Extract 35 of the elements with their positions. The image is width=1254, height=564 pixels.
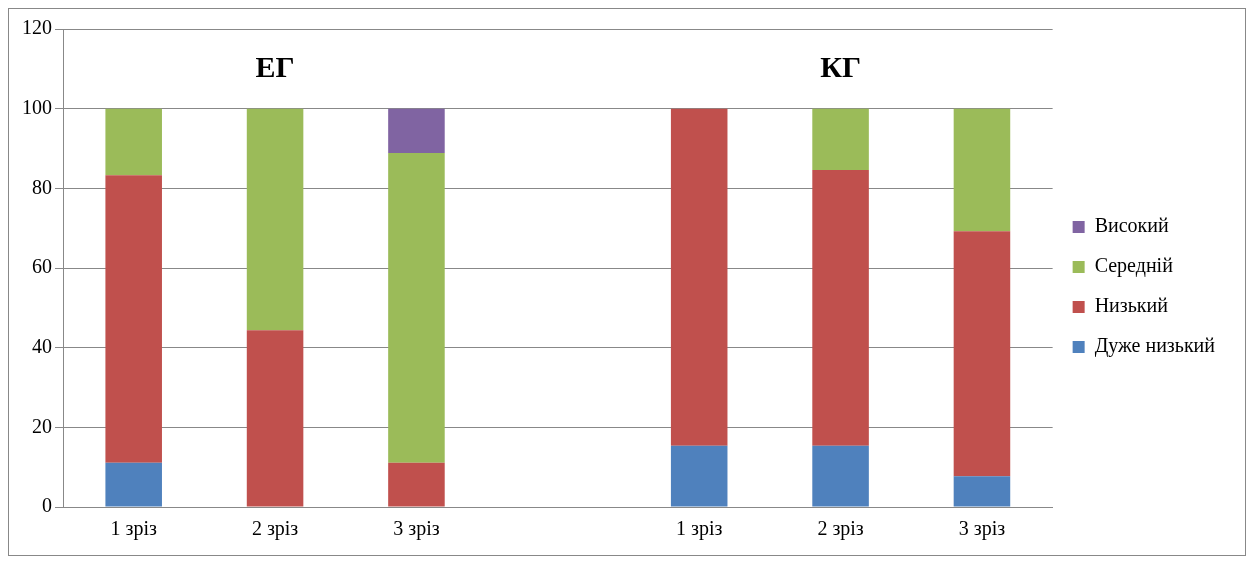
y-tick-label: 40 (32, 334, 52, 357)
x-tick-label: 2 зріз (817, 517, 864, 541)
bar (812, 108, 869, 171)
legend-label: Дуже низький (1094, 334, 1216, 358)
bar (388, 108, 445, 153)
legend-label: Середній (1094, 254, 1174, 278)
bar (670, 445, 728, 507)
y-tick-label: 60 (32, 255, 52, 278)
annotation: ЕГ (255, 49, 295, 83)
bar (953, 108, 1011, 232)
bar (670, 108, 728, 446)
x-tick-label: 3 зріз (393, 517, 440, 541)
bar (388, 462, 445, 507)
bar (812, 445, 869, 507)
bar (246, 330, 304, 507)
y-tick-label: 20 (32, 414, 52, 437)
bar (246, 108, 304, 331)
y-tick-label: 120 (22, 16, 52, 39)
bar (953, 231, 1011, 477)
x-tick-label: 1 зріз (676, 517, 723, 541)
legend-label: Низький (1094, 294, 1169, 317)
bar (105, 462, 162, 507)
legend-label: Високий (1094, 214, 1169, 237)
x-tick-label: 1 зріз (110, 517, 157, 541)
y-tick-label: 80 (32, 175, 52, 198)
bar (388, 152, 445, 463)
bar (953, 476, 1011, 507)
x-tick-label: 2 зріз (251, 517, 299, 541)
bar (105, 175, 162, 463)
bar (812, 170, 869, 446)
annotation: КГ (820, 49, 861, 83)
bar (105, 108, 162, 176)
y-tick-label: 100 (22, 95, 52, 118)
y-tick-label: 0 (42, 494, 52, 517)
x-tick-label: 3 зріз (958, 517, 1006, 541)
